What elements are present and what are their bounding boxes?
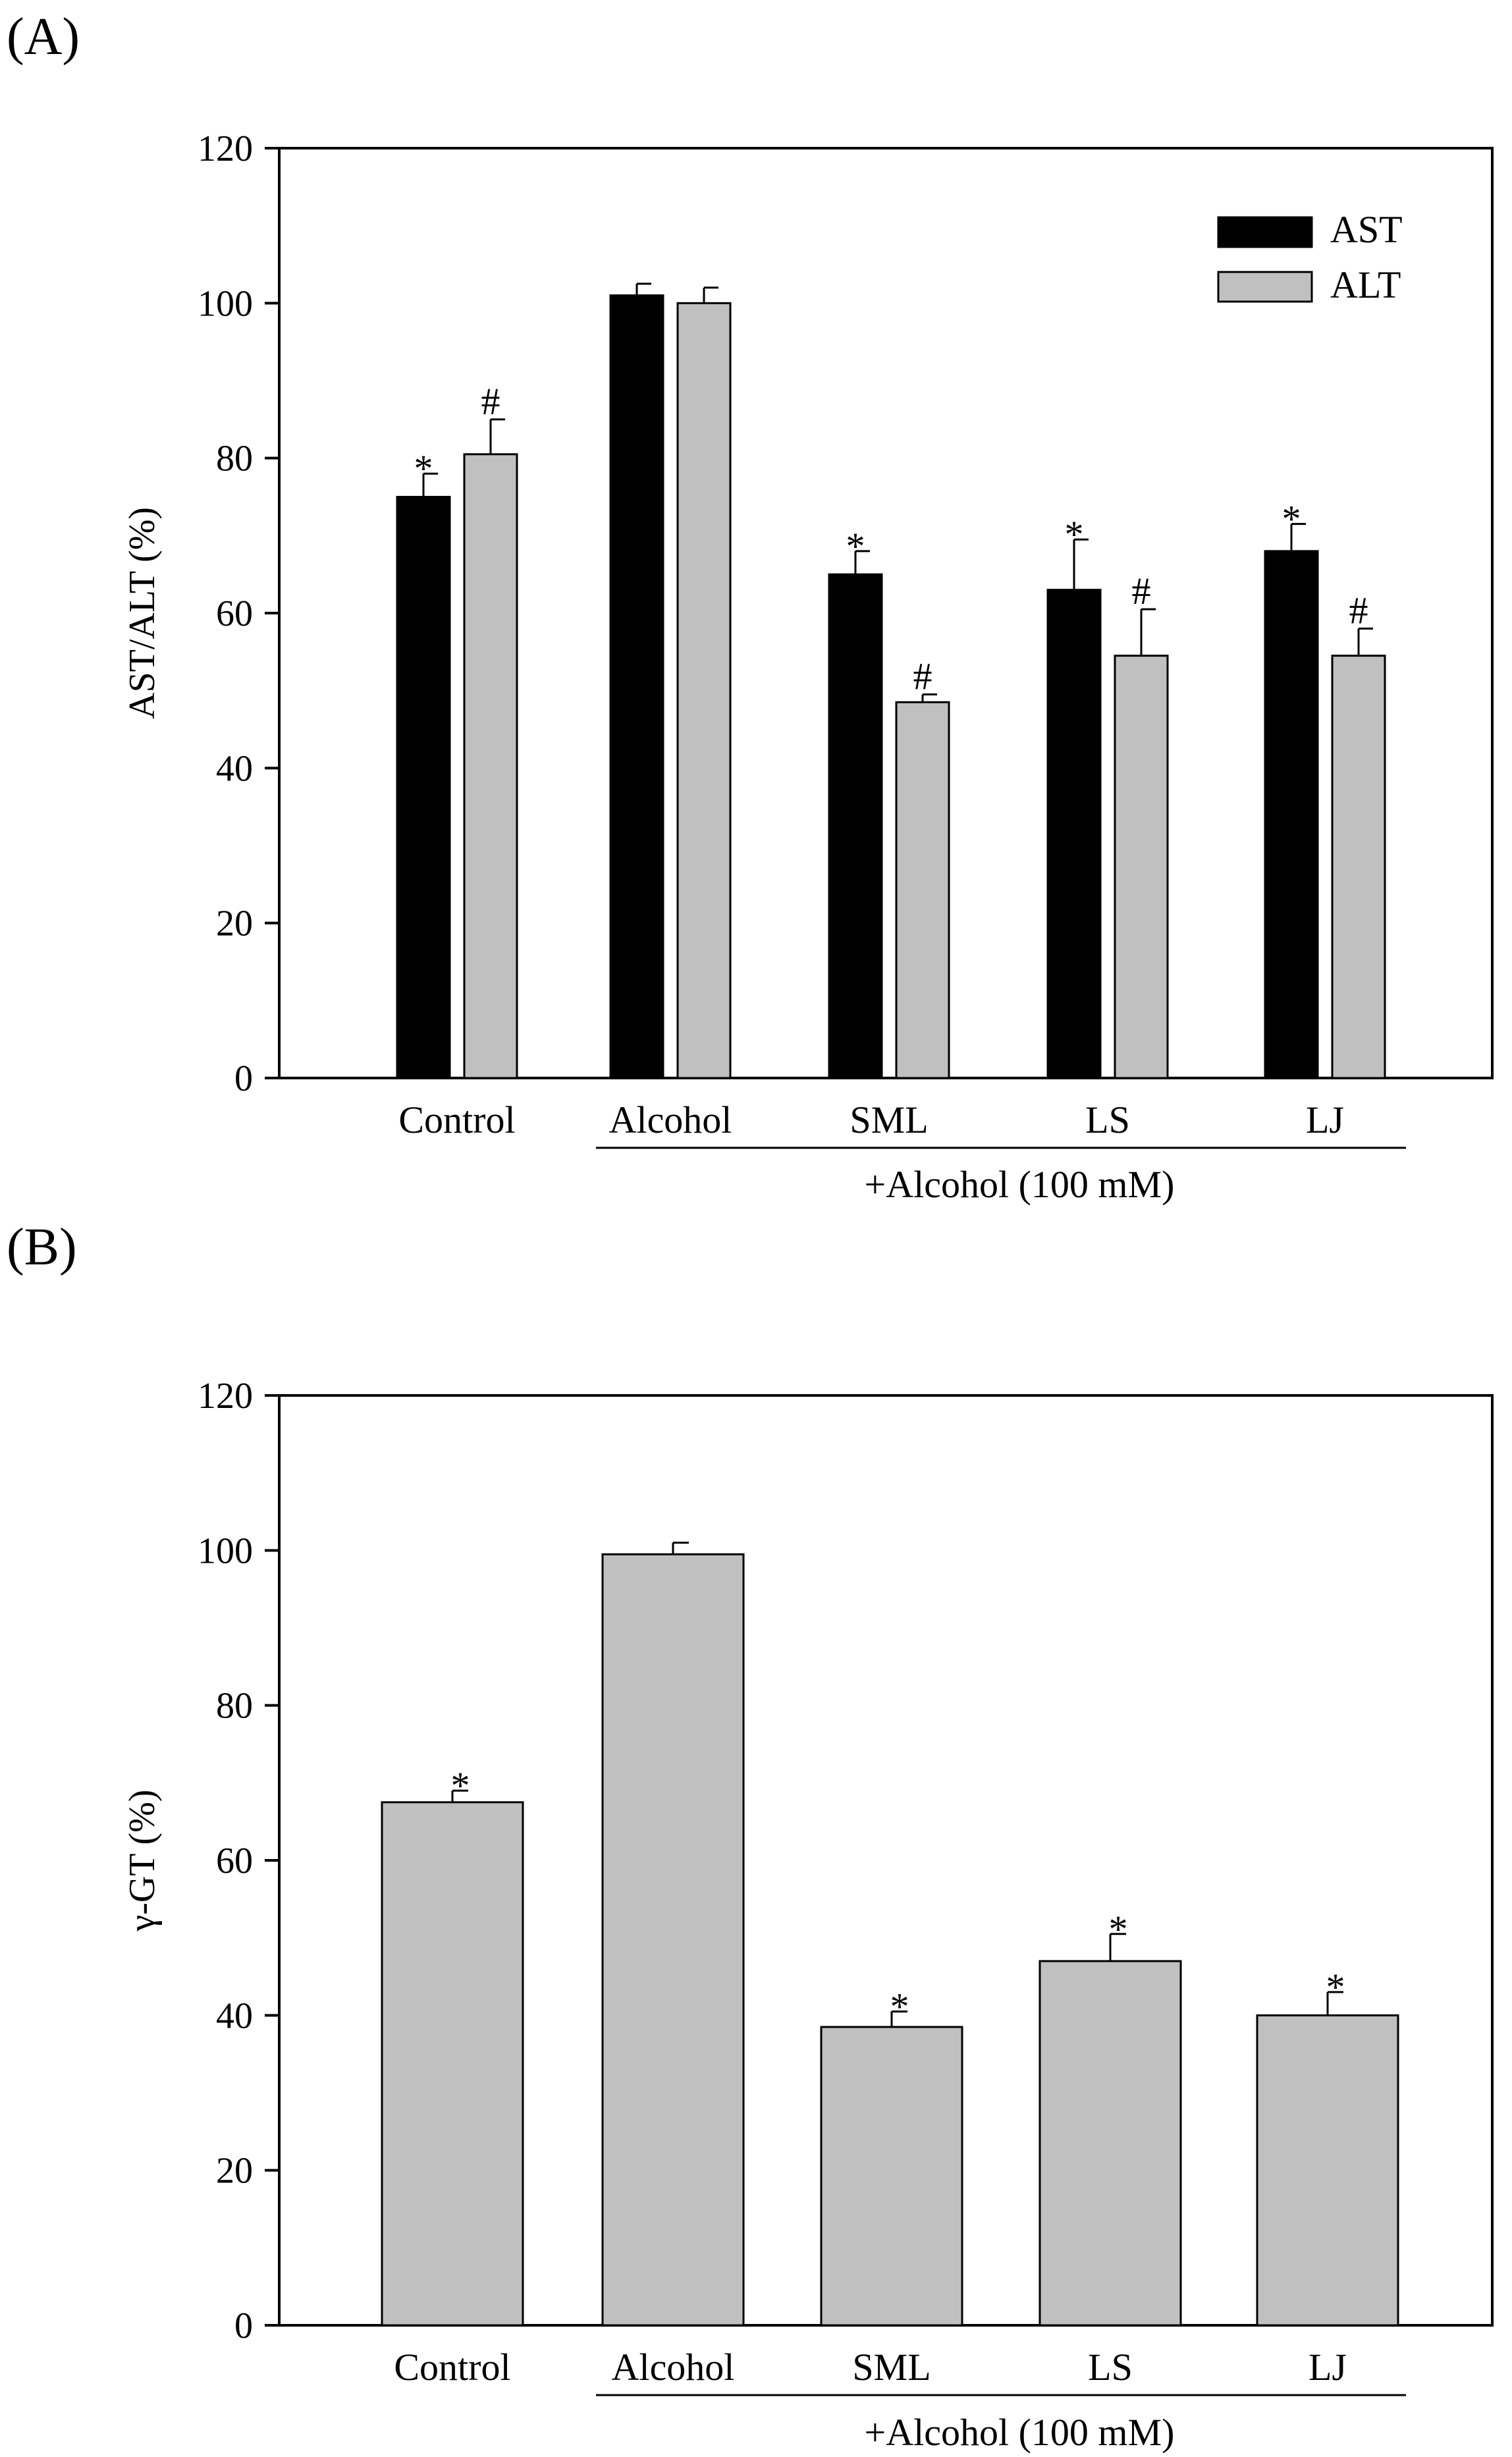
panel-a-bars — [396, 283, 1386, 1079]
panel-b-label: (B) — [7, 1218, 77, 1276]
panel-a-y-axis-title: AST/ALT (%) — [122, 507, 163, 719]
x-category-label-alcohol: Alcohol — [612, 2346, 735, 2389]
y-tick-label-40: 40 — [216, 748, 253, 789]
panel-b-bars — [381, 1542, 1399, 2327]
bar-gt-alcohol — [601, 1553, 745, 2327]
y-tick-label-80: 80 — [216, 439, 253, 479]
significance-mark-ast-ls: * — [1065, 513, 1084, 556]
bar-gt-sml — [820, 2026, 963, 2327]
legend-label-alt: ALT — [1330, 263, 1401, 306]
x-category-label-lj: LJ — [1306, 1098, 1344, 1141]
panel-a-legend: AST ALT — [1217, 208, 1403, 306]
bar-ast-control — [396, 496, 451, 1079]
y-tick-label-60: 60 — [216, 593, 253, 634]
x-category-label-sml: SML — [850, 1098, 928, 1141]
legend-swatch-alt — [1217, 271, 1313, 303]
bar-ast-ls — [1046, 589, 1102, 1079]
bar-alt-ls — [1114, 655, 1169, 1079]
y-tick-label-120: 120 — [198, 128, 253, 169]
significance-mark-ast-sml: * — [846, 525, 865, 568]
significance-mark-alt-lj: # — [1349, 589, 1368, 632]
x-category-label-sml: SML — [852, 2346, 931, 2389]
bar-alt-control — [463, 453, 518, 1079]
y-tick-label-120: 120 — [198, 1376, 253, 1417]
bar-gt-control — [381, 1801, 524, 2327]
x-category-label-ls: LS — [1088, 2346, 1133, 2389]
panel-b-category-labels: Control Alcohol SML LS LJ — [394, 2346, 1347, 2389]
panel-b-y-axis: 0 20 40 60 80 100 120 — [198, 1376, 279, 2346]
y-tick-label-100: 100 — [198, 283, 253, 324]
panel-a-category-labels: Control Alcohol SML LS LJ — [398, 1098, 1344, 1141]
significance-mark-ast-control: * — [414, 447, 433, 490]
y-tick-label-40: 40 — [216, 1995, 253, 2036]
y-tick-label-60: 60 — [216, 1841, 253, 1881]
panel-a-y-axis: 0 20 40 60 80 100 120 — [198, 128, 279, 1099]
significance-mark-gt-ls: * — [1109, 1908, 1128, 1951]
significance-mark-alt-ls: # — [1132, 570, 1151, 612]
bar-ast-alcohol — [609, 294, 664, 1079]
x-category-label-control: Control — [398, 1098, 515, 1141]
bar-alt-lj — [1331, 655, 1386, 1079]
legend-swatch-ast — [1217, 216, 1313, 248]
panel-b: (B) 0 20 40 60 80 100 120 * * * * Control Alcohol S… — [7, 1218, 1494, 2454]
x-category-label-control: Control — [394, 2346, 510, 2389]
x-category-label-alcohol: Alcohol — [609, 1098, 732, 1141]
significance-mark-alt-sml: # — [913, 655, 932, 698]
bar-alt-sml — [895, 701, 950, 1079]
panel-b-group-label: +Alcohol (100 mM) — [865, 2411, 1175, 2454]
significance-mark-alt-control: # — [481, 380, 500, 423]
y-tick-label-100: 100 — [198, 1530, 253, 1571]
y-tick-label-20: 20 — [216, 904, 253, 944]
significance-mark-ast-lj: * — [1282, 498, 1301, 541]
bar-gt-lj — [1256, 2014, 1399, 2327]
y-tick-label-20: 20 — [216, 2151, 253, 2192]
y-tick-label-0: 0 — [234, 2306, 253, 2346]
bar-ast-lj — [1264, 550, 1319, 1079]
panel-b-annotations: * * * * — [451, 1764, 1345, 2028]
panel-a-label: (A) — [7, 8, 80, 66]
legend-label-ast: AST — [1330, 208, 1403, 251]
panel-a: (A) 0 20 40 60 80 100 120 * # * # * # * # Control Alco… — [7, 8, 1494, 1206]
panel-a-annotations: * # * # * # * # — [414, 380, 1368, 698]
x-category-label-lj: LJ — [1309, 2346, 1347, 2389]
bar-alt-alcohol — [676, 302, 732, 1079]
y-tick-label-0: 0 — [234, 1058, 253, 1099]
panel-a-group-label: +Alcohol (100 mM) — [865, 1163, 1175, 1206]
bar-gt-ls — [1039, 1960, 1182, 2327]
significance-mark-gt-lj: * — [1326, 1966, 1345, 2009]
bar-ast-sml — [828, 573, 883, 1079]
significance-mark-gt-sml: * — [890, 1985, 909, 2028]
significance-mark-gt-control: * — [451, 1764, 470, 1807]
panel-b-y-axis-title: γ-GT (%) — [122, 1790, 163, 1932]
x-category-label-ls: LS — [1085, 1098, 1130, 1141]
y-tick-label-80: 80 — [216, 1686, 253, 1727]
